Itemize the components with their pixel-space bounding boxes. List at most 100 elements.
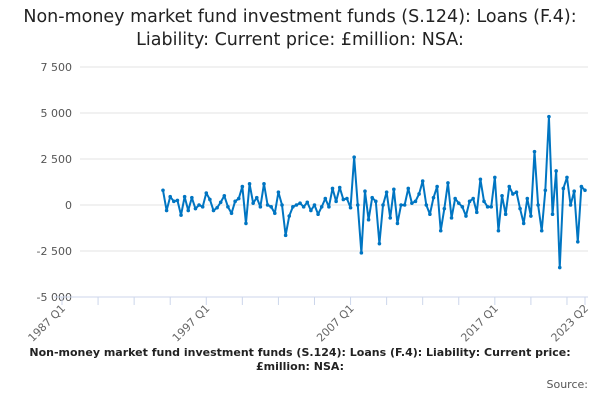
data-point <box>244 221 248 226</box>
y-tick-label: 5 000 <box>41 107 73 120</box>
data-point <box>467 199 472 204</box>
data-point <box>298 201 302 205</box>
data-point <box>341 197 346 202</box>
data-point <box>294 203 299 207</box>
data-point <box>572 189 576 193</box>
data-point <box>529 214 533 218</box>
data-point <box>233 199 237 204</box>
data-point <box>536 203 540 207</box>
data-point <box>446 181 450 185</box>
data-point <box>565 175 569 180</box>
data-point <box>251 201 255 205</box>
data-point <box>500 194 504 198</box>
data-point <box>337 185 342 190</box>
data-point <box>395 221 400 226</box>
data-point <box>262 182 266 186</box>
data-point <box>438 228 443 233</box>
data-point <box>503 212 508 216</box>
data-point <box>190 195 194 200</box>
data-point <box>410 201 414 205</box>
data-point <box>493 175 497 180</box>
data-point <box>330 186 335 191</box>
data-point <box>316 212 320 216</box>
data-point <box>200 205 205 209</box>
data-point <box>521 221 526 226</box>
data-point <box>222 194 227 198</box>
data-point <box>399 203 403 207</box>
data-point <box>381 203 385 207</box>
data-point <box>482 199 486 204</box>
data-point <box>575 240 580 244</box>
data-point <box>211 208 216 213</box>
data-point <box>164 208 169 213</box>
data-point <box>269 205 274 209</box>
data-point <box>424 203 429 207</box>
data-point <box>417 192 421 196</box>
data-point <box>525 196 530 201</box>
data-point <box>471 196 475 201</box>
data-point <box>583 188 587 193</box>
data-point <box>280 203 284 207</box>
data-point <box>218 200 223 205</box>
data-point <box>193 206 198 211</box>
x-tick-label: 2023 Q2 <box>549 302 592 345</box>
data-point <box>554 169 558 173</box>
data-point <box>283 233 288 238</box>
data-point <box>388 216 393 220</box>
data-point <box>287 214 292 218</box>
data-point <box>435 184 439 189</box>
data-point <box>428 212 432 216</box>
data-point <box>309 208 313 213</box>
data-point <box>370 195 374 200</box>
data-point <box>204 191 209 195</box>
data-point <box>550 212 555 216</box>
data-point <box>543 188 548 193</box>
data-point <box>518 206 522 211</box>
data-point <box>359 251 364 255</box>
data-point <box>305 200 310 205</box>
data-point <box>312 203 317 207</box>
data-point <box>345 196 349 201</box>
data-point <box>557 265 562 270</box>
data-point <box>363 189 367 193</box>
data-point <box>215 205 219 210</box>
data-point <box>507 184 512 189</box>
data-point <box>485 205 490 209</box>
data-point <box>323 196 328 201</box>
chart-title: Non-money market fund investment funds (… <box>23 7 577 50</box>
data-point <box>208 197 212 202</box>
data-point <box>442 206 447 211</box>
data-point <box>348 205 353 210</box>
data-point <box>456 201 461 205</box>
x-tick-label: 2017 Q1 <box>458 302 501 345</box>
x-tick-label: 1987 Q1 <box>26 302 69 345</box>
data-point <box>366 217 371 222</box>
source-label: Source: <box>546 378 589 391</box>
data-point <box>561 186 566 191</box>
data-point <box>226 205 230 209</box>
data-point <box>413 199 418 204</box>
data-point <box>236 196 241 201</box>
data-point <box>168 194 173 199</box>
data-point <box>355 203 360 207</box>
data-point <box>392 187 396 192</box>
data-point <box>172 199 176 204</box>
data-point <box>258 205 263 209</box>
data-point <box>374 199 378 204</box>
data-point <box>179 213 183 217</box>
data-point <box>229 211 234 216</box>
data-point <box>327 205 331 209</box>
data-point <box>539 228 544 233</box>
data-point <box>377 241 382 246</box>
x-tick-label: 1997 Q1 <box>170 302 213 345</box>
data-point <box>247 182 252 186</box>
data-point <box>420 179 425 183</box>
data-point <box>276 190 281 194</box>
data-point <box>496 228 501 233</box>
data-point <box>453 196 457 201</box>
y-tick-label: 0 <box>65 199 72 212</box>
x-tick-label: 2007 Q1 <box>314 302 357 345</box>
data-point <box>352 155 356 159</box>
data-point <box>334 199 338 204</box>
